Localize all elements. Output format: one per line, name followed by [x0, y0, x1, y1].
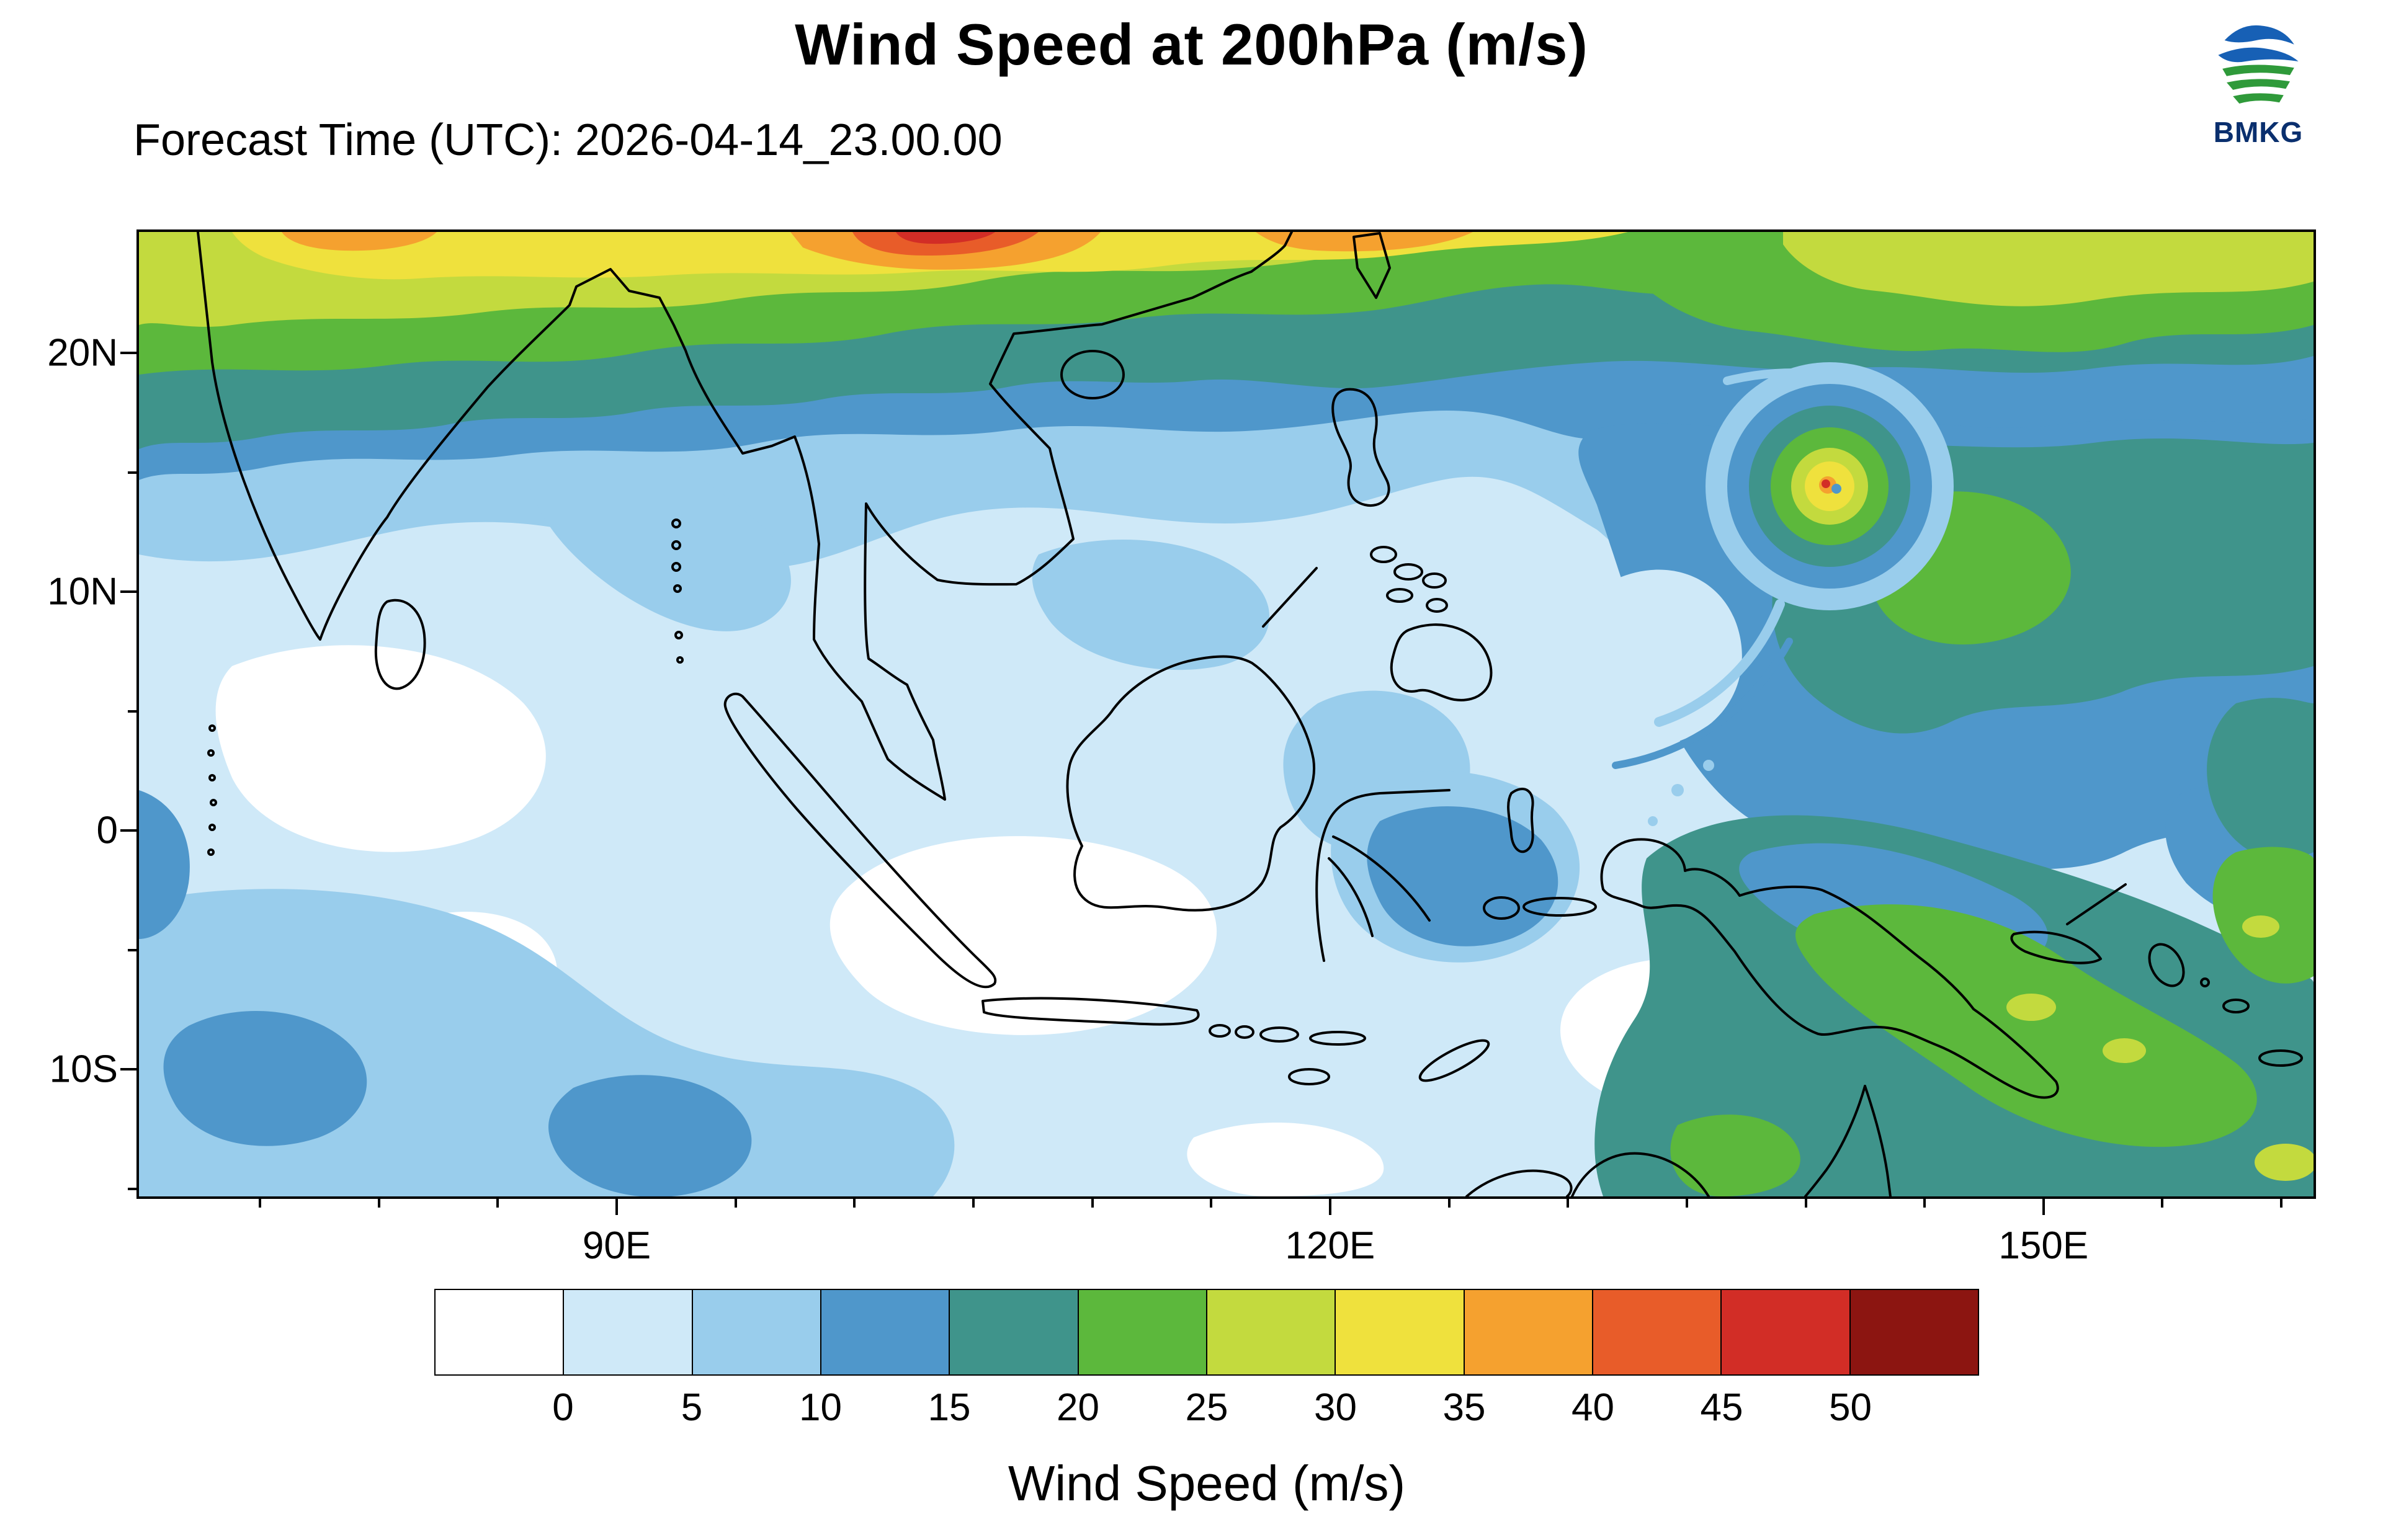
- x-axis-tick: [1685, 1199, 1688, 1208]
- bmkg-logo-icon: [2218, 25, 2299, 104]
- x-axis-tick: [1091, 1199, 1094, 1208]
- colorbar-cell: [1205, 1289, 1336, 1376]
- x-axis-tick: [2042, 1199, 2045, 1215]
- y-axis-tick: [128, 710, 136, 713]
- x-axis-label: 120E: [1285, 1224, 1375, 1267]
- colorbar-tick-label: 20: [1057, 1386, 1099, 1429]
- bmkg-logo: BMKG: [2193, 9, 2323, 149]
- colorbar-cell: [691, 1289, 821, 1376]
- x-axis-tick: [1923, 1199, 1926, 1208]
- x-axis-label: 150E: [1998, 1224, 2089, 1267]
- x-axis-tick: [1447, 1199, 1451, 1208]
- colorbar-tick-label: 50: [1829, 1386, 1872, 1429]
- y-axis-tick: [120, 829, 136, 832]
- map-frame: 20N 10N 0 10S 90E 120E 150E: [47, 229, 2316, 1267]
- y-axis-label: 10N: [47, 570, 118, 613]
- x-axis-tick: [2280, 1199, 2283, 1208]
- bmkg-logo-text: BMKG: [2213, 116, 2304, 148]
- colorbar: 0 5 10 15 20 25 30 35 40 45 50 Wind Speed (m/s): [434, 1289, 1979, 1511]
- colorbar-tick-label: 35: [1442, 1386, 1486, 1429]
- x-axis-tick: [734, 1199, 737, 1208]
- colorbar-tick-label: 30: [1314, 1386, 1357, 1429]
- y-axis-tick: [120, 590, 136, 593]
- y-axis-tick: [128, 1187, 136, 1190]
- colorbar-title: Wind Speed (m/s): [1008, 1456, 1406, 1511]
- wind-field-map: [139, 232, 2314, 1196]
- y-axis-label: 10S: [49, 1048, 118, 1091]
- colorbar-cell: [949, 1289, 1079, 1376]
- colorbar-cell: [1077, 1289, 1207, 1376]
- colorbar-tick-label: 40: [1572, 1386, 1614, 1429]
- colorbar-cell: [434, 1289, 565, 1376]
- cyclone-eye: [1831, 484, 1841, 494]
- y-axis-tick: [128, 471, 136, 474]
- x-axis-tick: [615, 1199, 618, 1215]
- colorbar-cell: [1849, 1289, 1979, 1376]
- x-axis-tick: [496, 1199, 499, 1208]
- colorbar-cell: [1720, 1289, 1851, 1376]
- colorbar-tick-label: 25: [1185, 1386, 1228, 1429]
- colorbar-tick-label: 45: [1700, 1386, 1743, 1429]
- x-axis-tick: [1567, 1199, 1570, 1208]
- colorbar-cell: [1463, 1289, 1593, 1376]
- page-title: Wind Speed at 200hPa (m/s): [795, 12, 1588, 77]
- colorbar-tick-label: 15: [928, 1386, 971, 1429]
- x-axis-tick: [972, 1199, 975, 1208]
- y-axis-label: 0: [96, 809, 118, 852]
- field-jet-maxima: [282, 232, 1473, 270]
- colorbar-tick-label: 0: [552, 1386, 574, 1429]
- colorbar-tick-label: 10: [799, 1386, 842, 1429]
- forecast-time-label: Forecast Time (UTC): 2026-04-14_23.00.00: [133, 115, 1003, 165]
- y-axis-tick: [128, 948, 136, 951]
- x-axis-tick: [2161, 1199, 2164, 1208]
- x-axis-tick: [259, 1199, 262, 1208]
- x-axis-tick: [1328, 1199, 1331, 1215]
- colorbar-cell: [1591, 1289, 1722, 1376]
- colorbar-cell: [563, 1289, 693, 1376]
- colorbar-cell: [820, 1289, 950, 1376]
- colorbar-cell: [1335, 1289, 1465, 1376]
- x-axis-tick: [377, 1199, 380, 1208]
- y-axis-tick: [120, 1068, 136, 1070]
- x-axis-label: 90E: [582, 1224, 651, 1267]
- cyclone-speckles: [1648, 760, 1714, 826]
- y-axis-tick: [120, 352, 136, 354]
- y-axis-label: 20N: [47, 331, 118, 375]
- colorbar-cells: [434, 1289, 1979, 1376]
- colorbar-tick-label: 5: [681, 1386, 703, 1429]
- coastlines: [197, 232, 2303, 1196]
- x-axis-tick: [853, 1199, 856, 1208]
- x-axis-tick: [1210, 1199, 1213, 1208]
- x-axis-tick: [1804, 1199, 1807, 1208]
- cyclone-core: [1706, 362, 1954, 610]
